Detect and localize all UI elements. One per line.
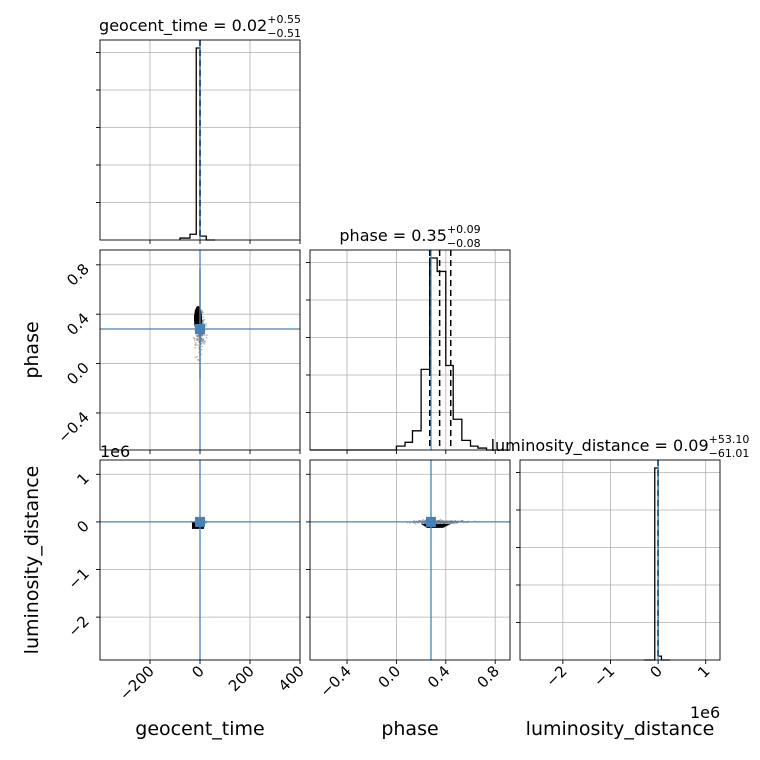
title-geocent-time-text: geocent_time = 0.02 (99, 16, 267, 36)
histogram-luminosity_distance (643, 467, 670, 661)
sample-point (452, 522, 455, 525)
tick-label-luminosity_distance: 1 (73, 469, 92, 488)
tick-label-luminosity_distance: −2 (64, 612, 92, 640)
title-geocent-time-plus: +0.55 (267, 13, 301, 26)
sample-point (193, 339, 196, 342)
sample-point (196, 355, 199, 358)
title-geocent-time: geocent_time = 0.02+0.55 −0.51 (99, 13, 301, 40)
sample-point (194, 356, 197, 359)
sample-point (194, 341, 197, 344)
tick-label-phase: −0.4 (54, 408, 92, 446)
sample-point (203, 343, 206, 345)
sample-point (200, 340, 203, 342)
tick-label-luminosity_distance: 0 (646, 662, 665, 681)
title-luminosity-distance-plus: +53.10 (709, 433, 750, 446)
truth-marker (195, 516, 205, 527)
sample-point (409, 522, 411, 525)
offset-label-left: 1e6 (100, 442, 130, 461)
tick-label-luminosity_distance: −1 (590, 662, 618, 690)
tick-label-geocent_time: 0 (188, 662, 207, 681)
tick-label-phase: −0.4 (316, 662, 354, 700)
panel-frame-2-2 (519, 459, 721, 661)
sample-point (205, 334, 208, 337)
sample-point (202, 338, 205, 341)
tick-label-phase: 0.0 (375, 662, 405, 692)
tick-label-luminosity_distance: 0 (73, 517, 92, 536)
tick-label-phase: 0.8 (63, 260, 93, 290)
tick-label-phase: 0.8 (473, 662, 503, 692)
sample-point (202, 316, 205, 318)
tick-label-luminosity_distance: 1 (694, 662, 713, 681)
tick-label-luminosity_distance: −1 (64, 565, 92, 593)
sample-point (197, 359, 199, 361)
sample-point (197, 344, 199, 347)
sample-point (204, 324, 207, 327)
sample-point (192, 337, 195, 340)
truth-marker (195, 324, 205, 335)
sample-point (196, 335, 199, 338)
sample-point (205, 323, 207, 325)
tick-label-phase: 0.0 (63, 359, 93, 389)
sample-point (195, 339, 198, 342)
sample-point (203, 318, 206, 321)
title-phase-minus: −0.08 (447, 237, 481, 250)
title-phase: phase = 0.35+0.09 −0.08 (339, 223, 480, 250)
sample-point (195, 344, 197, 347)
tick-label-phase: 0.4 (63, 309, 93, 339)
sample-point (439, 518, 442, 521)
x-axis-label-phase: phase (381, 718, 438, 740)
sample-point (205, 336, 208, 339)
sample-point (201, 334, 204, 336)
panel-frame-2-1 (309, 459, 511, 661)
y-axis-label-luminosity-distance: luminosity_distance (21, 466, 43, 655)
offset-label-bottom: 1e6 (690, 703, 720, 722)
histogram-phase (310, 257, 510, 451)
title-luminosity-distance: luminosity_distance = 0.09+53.10 −61.01 (491, 433, 750, 460)
sample-point (201, 311, 204, 314)
sample-point (424, 519, 427, 522)
truth-marker (425, 516, 436, 527)
tick-label-geocent_time: 400 (275, 662, 308, 695)
sample-point (196, 337, 198, 340)
panel-frame-1-1 (309, 249, 511, 451)
sample-point (200, 349, 203, 351)
sample-point (194, 346, 197, 349)
sample-point (204, 522, 207, 525)
tick-label-geocent_time: 200 (225, 662, 258, 695)
y-axis-label-phase: phase (21, 321, 43, 378)
title-luminosity-distance-text: luminosity_distance = 0.09 (491, 436, 709, 456)
tick-label-phase: 0.4 (424, 662, 454, 692)
sample-point (203, 334, 206, 336)
histogram-geocent_time (179, 47, 215, 241)
x-axis-label-geocent-time: geocent_time (135, 718, 264, 740)
sample-point (200, 309, 203, 312)
title-phase-text: phase = 0.35 (339, 226, 446, 245)
sample-point (201, 345, 203, 348)
x-axis-label-luminosity-distance: luminosity_distance (526, 718, 715, 740)
title-luminosity-distance-minus: −61.01 (709, 447, 750, 460)
title-geocent-time-minus: −0.51 (267, 27, 301, 40)
sample-point (422, 519, 425, 521)
tick-label-geocent_time: −200 (116, 662, 158, 704)
title-phase-plus: +0.09 (447, 223, 481, 236)
sample-point (203, 341, 206, 343)
tick-label-luminosity_distance: −2 (542, 662, 570, 690)
